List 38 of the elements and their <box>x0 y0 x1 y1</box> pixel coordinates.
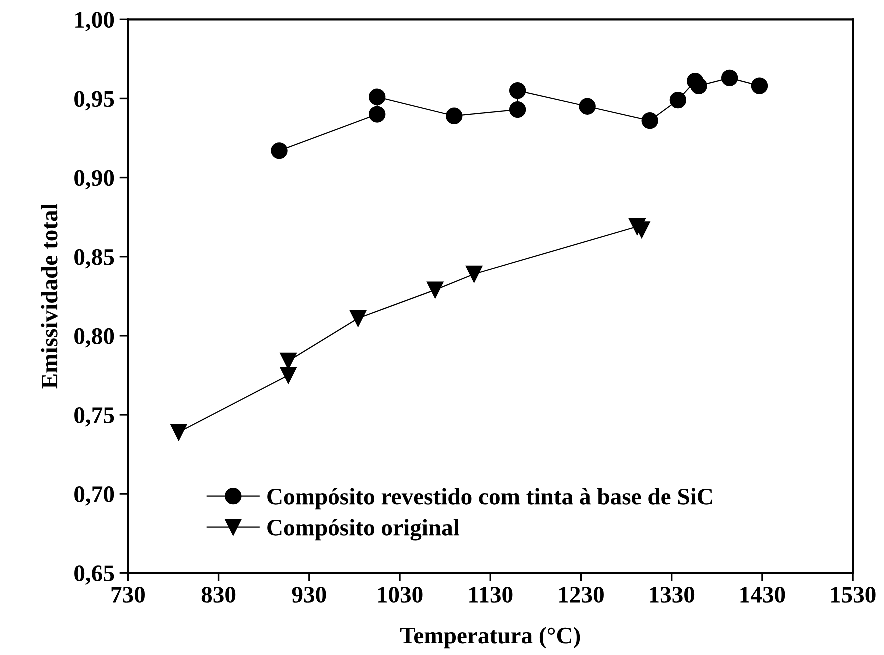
y-tick-label: 0,75 <box>74 407 114 427</box>
y-tick-label: 0,70 <box>74 486 114 506</box>
y-axis-title: Emissividade total <box>41 204 58 389</box>
y-tick-label: 0,95 <box>74 91 114 111</box>
point <box>170 424 188 441</box>
point <box>509 101 526 118</box>
legend-label: Compósito original <box>268 519 460 541</box>
legend-label: Compósito revestido com tinta à base de SiC <box>268 488 712 510</box>
y-tick-label: 0,85 <box>74 249 114 269</box>
x-tick-label: 1130 <box>470 587 513 603</box>
x-tick-label: 730 <box>112 587 145 603</box>
x-tick-label: 1230 <box>560 587 604 603</box>
point <box>509 82 526 100</box>
x-axis-title: Temperatura (°C) <box>400 627 580 649</box>
point <box>369 106 386 123</box>
y-tick-label: 0,90 <box>74 170 114 190</box>
point <box>446 108 463 124</box>
point <box>271 142 288 160</box>
x-tick-label: 1530 <box>831 587 876 603</box>
y-tick-label: 0,65 <box>74 566 114 585</box>
x-tick-label: 930 <box>292 587 326 603</box>
point <box>690 78 708 94</box>
y-tick-label: 0,80 <box>74 328 114 348</box>
point <box>642 112 658 130</box>
point <box>369 88 386 106</box>
point <box>427 282 444 298</box>
point <box>466 266 483 283</box>
point <box>579 98 596 115</box>
x-tick-label: 1330 <box>650 587 695 603</box>
y-tick-label: 1,00 <box>76 12 114 32</box>
point <box>670 92 687 109</box>
point <box>751 78 768 94</box>
x-tick-label: 1430 <box>740 587 786 603</box>
point <box>721 70 738 86</box>
x-tick-label: 1030 <box>378 587 423 603</box>
point <box>280 367 297 384</box>
x-tick-label: 830 <box>202 587 236 603</box>
point <box>350 310 367 327</box>
